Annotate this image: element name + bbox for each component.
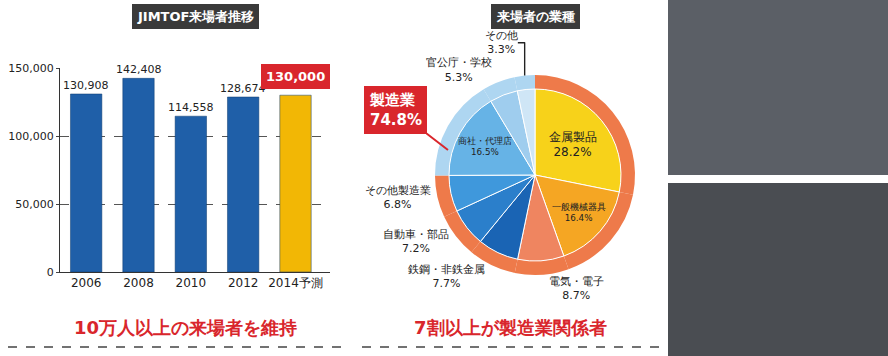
- svg-text:50,000: 50,000: [15, 198, 54, 211]
- svg-text:0: 0: [47, 266, 54, 279]
- svg-text:一般機械器具16.4%: 一般機械器具16.4%: [552, 202, 606, 223]
- svg-text:150,000: 150,000: [8, 62, 54, 75]
- svg-text:来場者の業種: 来場者の業種: [496, 9, 575, 24]
- svg-text:100,000: 100,000: [8, 130, 54, 143]
- svg-text:電気・電子8.7%: 電気・電子8.7%: [549, 275, 604, 302]
- svg-text:2012: 2012: [228, 276, 259, 290]
- svg-text:10万人以上の来場者を維持: 10万人以上の来場者を維持: [74, 317, 297, 338]
- svg-text:鉄鋼・非鉄金属7.7%: 鉄鋼・非鉄金属7.7%: [408, 263, 485, 290]
- svg-text:その他製造業6.8%: その他製造業6.8%: [365, 184, 431, 211]
- svg-text:130,000: 130,000: [266, 69, 325, 84]
- svg-text:2006: 2006: [71, 276, 102, 290]
- svg-text:2008: 2008: [123, 276, 154, 290]
- svg-text:142,408: 142,408: [116, 63, 162, 76]
- svg-text:130,908: 130,908: [63, 79, 109, 92]
- svg-text:128,674: 128,674: [220, 82, 266, 95]
- svg-text:114,558: 114,558: [168, 101, 214, 114]
- svg-text:官公庁・学校5.3%: 官公庁・学校5.3%: [426, 56, 492, 83]
- svg-text:商社・代理店16.5%: 商社・代理店16.5%: [458, 136, 512, 157]
- svg-text:2014予測: 2014予測: [268, 276, 323, 290]
- svg-text:自動車・部品7.2%: 自動車・部品7.2%: [383, 228, 449, 255]
- svg-text:7割以上が製造業関係者: 7割以上が製造業関係者: [414, 317, 607, 338]
- svg-text:JIMTOF来場者推移: JIMTOF来場者推移: [137, 9, 254, 24]
- svg-text:金属製品28.2%: 金属製品28.2%: [549, 130, 597, 160]
- svg-text:その他3.3%: その他3.3%: [485, 29, 518, 56]
- svg-text:2010: 2010: [176, 276, 207, 290]
- svg-text:製造業74.8%: 製造業74.8%: [369, 91, 422, 129]
